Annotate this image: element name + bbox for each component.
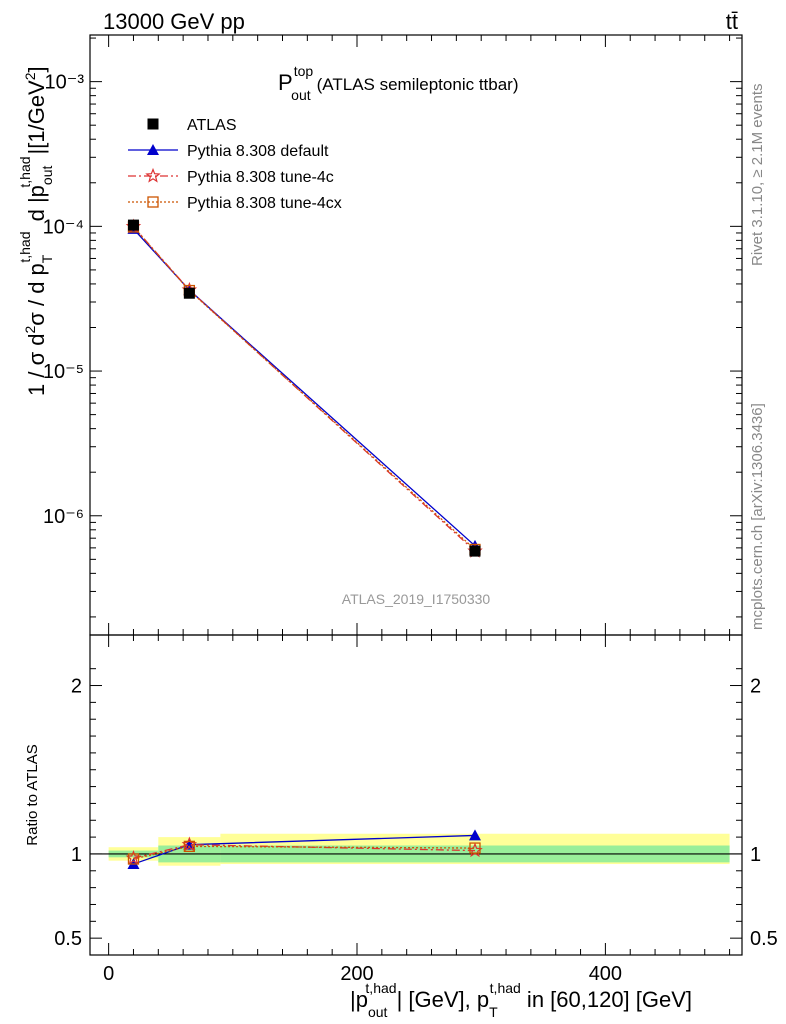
ratio-point-3-0 (127, 853, 140, 865)
series-line-1 (132, 228, 476, 547)
data-point-0-2 (469, 545, 481, 557)
ratio-point-1-2 (468, 829, 481, 841)
legend-label-0: ATLAS (187, 117, 237, 134)
legend-marker-2 (145, 167, 161, 183)
legend: ATLAS Pythia 8.308 default Pythia 8.308 tu… (128, 117, 342, 212)
legend-label-1: Pythia 8.308 default (187, 143, 329, 160)
ratio-line-3 (133, 845, 475, 860)
y-tick-label: 10⁻⁵ (43, 361, 84, 383)
ratio-y-tick-label: 0.5 (54, 928, 82, 950)
ratio-y-tick-label-right: 0.5 (750, 928, 778, 950)
data-point-0-0 (127, 219, 139, 231)
analysis-label: ATLAS_2019_I1750330 (342, 591, 491, 607)
legend-marker-0 (147, 118, 159, 130)
title-sup: top (294, 63, 314, 79)
ratio-y-tick-label: 1 (71, 844, 82, 866)
x-axis-label: |poutt,had| [GeV], pTt,had in [60,120] [… (350, 980, 692, 1020)
ratio-y-tick-label-right: 1 (750, 844, 761, 866)
x-tick-label: 0 (103, 963, 114, 985)
ratio-frame (89, 634, 743, 956)
legend-label-2: Pythia 8.308 tune-4c (187, 169, 334, 186)
y-tick-label: 10⁻⁶ (43, 506, 84, 528)
x-tick-label: 200 (340, 963, 373, 985)
ratio-y-tick-label: 2 (71, 676, 82, 698)
ratio-y-tick-label-right: 2 (750, 676, 761, 698)
rivet-label: Rivet 3.1.10, ≥ 2.1M events (749, 84, 766, 267)
legend-marker-1 (147, 144, 159, 155)
ratio-point-3-2 (469, 842, 481, 854)
header-left: 13000 GeV pp (103, 9, 245, 34)
ratio-point-3-1 (183, 840, 196, 853)
mcplots-label: mcplots.cern.ch [arXiv:1306.3436] (749, 403, 766, 630)
svg-text:|poutt,had| [GeV], pTt,had in: |poutt,had| [GeV], pTt,had in [60,120] [… (350, 980, 692, 1020)
y-tick-label: 10⁻⁴ (43, 216, 84, 238)
data-point-0-1 (183, 287, 195, 299)
header-right: tt̄ (726, 9, 738, 34)
series-line-3 (132, 226, 476, 550)
x-tick-label: 400 (589, 963, 622, 985)
y-tick-label: 10⁻³ (45, 72, 85, 94)
chart-title: Ptop out (ATLAS semileptonic ttbar) (278, 63, 519, 103)
ratio-line-2 (133, 844, 476, 859)
ratio-panel: 0.5 0.5 1 1 2 2 0 200 400 (54, 634, 778, 985)
legend-marker-3 (147, 196, 159, 208)
legend-label-3: Pythia 8.308 tune-4cx (187, 195, 342, 212)
title-sub: out (291, 87, 311, 103)
svg-text:1 / σ d2σ / d pTt,had d |poutt: 1 / σ d2σ / d pTt,had d |poutt,had|[1/Ge… (17, 66, 55, 396)
ratio-y-label: Ratio to ATLAS (24, 744, 41, 845)
y-axis-label: 1 / σ d2σ / d pTt,had d |poutt,had|[1/Ge… (17, 66, 55, 396)
main-panel: 10⁻⁶ 10⁻⁵ 10⁻⁴ 10⁻³ (43, 34, 743, 636)
title-main: P (278, 70, 293, 95)
title-rest: (ATLAS semileptonic ttbar) (317, 75, 519, 94)
